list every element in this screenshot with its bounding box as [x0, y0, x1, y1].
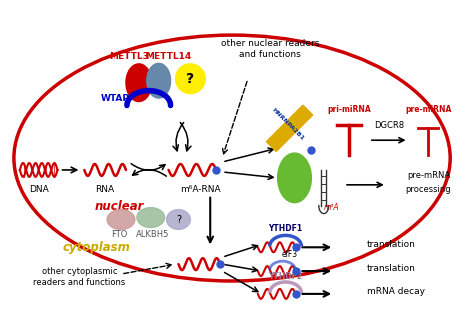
- Text: translation: translation: [367, 264, 416, 273]
- Text: pre-mRNA: pre-mRNA: [407, 171, 450, 180]
- Ellipse shape: [126, 64, 152, 102]
- Text: nuclear: nuclear: [94, 200, 144, 213]
- Ellipse shape: [147, 63, 171, 98]
- Text: eIF3: eIF3: [282, 250, 298, 259]
- Text: DNA: DNA: [29, 185, 48, 194]
- Text: ALKBH5: ALKBH5: [136, 230, 169, 239]
- Text: m⁶A: m⁶A: [323, 203, 339, 212]
- Text: FTO: FTO: [111, 230, 127, 239]
- Text: pre-miRNA: pre-miRNA: [405, 105, 452, 114]
- Text: YTHDF1: YTHDF1: [269, 224, 302, 234]
- Text: ?: ?: [186, 72, 194, 86]
- Ellipse shape: [137, 208, 164, 227]
- Text: METTL3: METTL3: [109, 52, 149, 61]
- Text: HNRNPA2B1: HNRNPA2B1: [271, 107, 305, 141]
- Text: m⁶A-RNA: m⁶A-RNA: [180, 185, 220, 194]
- Ellipse shape: [166, 210, 191, 230]
- Text: cytoplasm: cytoplasm: [62, 241, 130, 254]
- Text: mRNA decay: mRNA decay: [367, 287, 425, 296]
- Text: other cytoplasmic
readers and functions: other cytoplasmic readers and functions: [33, 267, 126, 287]
- Text: WTAP: WTAP: [100, 93, 129, 103]
- Text: ?: ?: [176, 215, 181, 225]
- Text: other nuclear readers
and functions: other nuclear readers and functions: [220, 39, 319, 59]
- Circle shape: [175, 64, 205, 93]
- Ellipse shape: [278, 153, 311, 203]
- Text: translation: translation: [367, 240, 416, 249]
- Text: METTL14: METTL14: [146, 52, 191, 61]
- Text: YTHDF2: YTHDF2: [269, 272, 302, 281]
- Text: processing: processing: [406, 185, 451, 194]
- Text: pri-miRNA: pri-miRNA: [327, 105, 371, 114]
- Text: RNA: RNA: [96, 185, 115, 194]
- Ellipse shape: [107, 210, 135, 230]
- Text: HNRNPC: HNRNPC: [292, 165, 297, 191]
- Text: DGCR8: DGCR8: [374, 121, 404, 130]
- Polygon shape: [266, 105, 313, 152]
